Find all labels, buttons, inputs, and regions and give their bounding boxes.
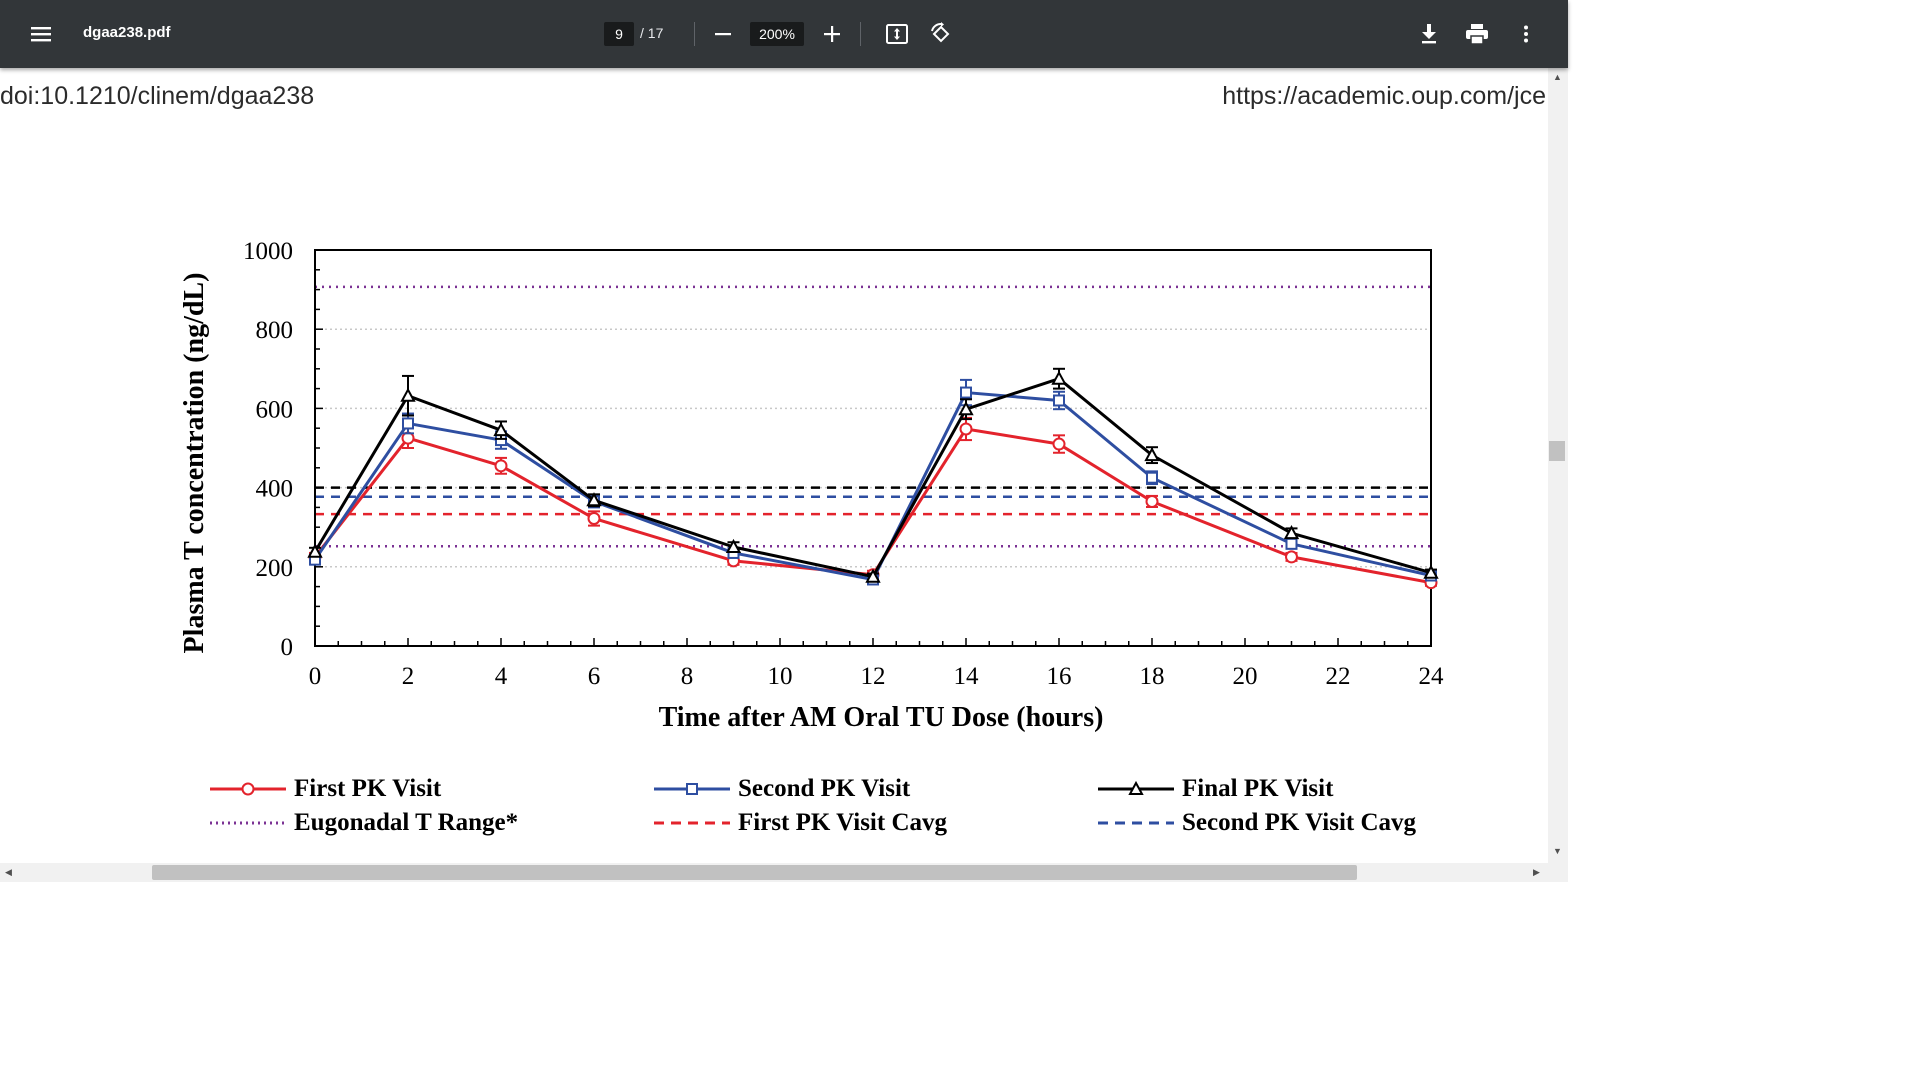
- toolbar-divider: [694, 22, 695, 46]
- download-icon: [1422, 24, 1436, 44]
- x-tick-label: 4: [495, 663, 508, 690]
- scroll-down-arrow[interactable]: ▼: [1553, 846, 1562, 856]
- data-point: [1052, 437, 1066, 451]
- scroll-right-arrow[interactable]: ▶: [1533, 867, 1540, 877]
- data-point: [1145, 494, 1159, 508]
- more-vert-icon: [1524, 25, 1528, 43]
- data-point: [1144, 447, 1160, 462]
- data-point: [307, 543, 323, 558]
- download-button[interactable]: [1414, 20, 1444, 48]
- x-axis-label: Time after AM Oral TU Dose (hours): [659, 702, 1104, 733]
- data-point: [587, 511, 601, 525]
- x-tick-label: 18: [1140, 663, 1165, 690]
- series-line: [313, 391, 1432, 581]
- data-point: [400, 387, 416, 402]
- print-button[interactable]: [1462, 20, 1492, 48]
- data-point: [1283, 525, 1300, 540]
- zoom-out-button[interactable]: [710, 22, 736, 46]
- y-axis-label: Plasma T concentration (ng/dL): [179, 273, 210, 654]
- y-tick-label: 0: [281, 634, 294, 661]
- data-point: [402, 417, 414, 430]
- pk-chart: 0 2 4 6 8 10 12 14 16 18 20 22 2402004006008001000Ti…: [179, 238, 1445, 733]
- doi-header: doi:10.1210/clinem/dgaa238: [0, 82, 315, 110]
- x-tick-label: 22: [1326, 663, 1351, 690]
- printer-icon: [1466, 24, 1488, 44]
- scroll-up-arrow[interactable]: ▲: [1553, 72, 1562, 82]
- rotate-button[interactable]: [926, 20, 956, 48]
- scroll-left-arrow[interactable]: ◀: [5, 867, 12, 877]
- data-point: [1051, 370, 1067, 385]
- data-point: [1285, 550, 1298, 564]
- document-title: dgaa238.pdf: [83, 24, 171, 41]
- pdf-toolbar: dgaa238.pdf 9 / 17 200%: [0, 0, 1568, 68]
- data-point: [725, 538, 742, 553]
- series-2: [309, 378, 1437, 586]
- data-point: [960, 386, 972, 399]
- x-tick-label: 6: [588, 663, 601, 690]
- plot-frame: [314, 249, 1432, 647]
- series-line: [313, 427, 1432, 585]
- y-tick-label: 800: [256, 317, 294, 344]
- more-options-button[interactable]: [1512, 20, 1540, 48]
- menu-icon[interactable]: [24, 18, 58, 50]
- data-point: [1053, 394, 1065, 407]
- fit-to-page-button[interactable]: [882, 20, 912, 48]
- y-tick-label: 200: [256, 555, 294, 582]
- x-tick-label: 10: [768, 663, 793, 690]
- x-tick-label: 20: [1233, 663, 1258, 690]
- vertical-scrollbar-thumb[interactable]: [1549, 441, 1565, 461]
- x-tick-label: 0: [309, 663, 322, 690]
- horizontal-scrollbar-thumb[interactable]: [152, 865, 1357, 880]
- data-point: [1285, 537, 1298, 550]
- page-total: / 17: [640, 25, 664, 41]
- pdf-page: doi:10.1210/clinem/dgaa238 https://acade…: [0, 68, 1548, 863]
- data-point: [865, 568, 881, 583]
- data-point: [1423, 564, 1439, 579]
- toolbar-divider: [860, 22, 861, 46]
- x-tick-label: 8: [681, 663, 694, 690]
- x-tick-label: 12: [861, 663, 886, 690]
- data-point: [586, 492, 602, 507]
- minus-icon: [715, 33, 731, 36]
- zoom-in-button[interactable]: [819, 22, 845, 46]
- zoom-level-input[interactable]: 200%: [750, 22, 804, 46]
- rotate-icon: [931, 22, 950, 43]
- data-point: [958, 401, 974, 416]
- data-point: [1146, 471, 1158, 484]
- data-point: [493, 422, 509, 437]
- series-3: [307, 367, 1439, 583]
- data-point: [959, 422, 973, 436]
- series-1: [308, 416, 1438, 590]
- plus-icon: [824, 26, 840, 42]
- x-tick-label: 16: [1047, 663, 1072, 690]
- x-tick-label: 14: [954, 663, 980, 690]
- y-tick-label: 400: [256, 476, 294, 503]
- x-tick-label: 2: [402, 663, 415, 690]
- y-tick-label: 600: [256, 396, 294, 423]
- journal-url-header: https://academic.oup.com/jce: [1222, 82, 1546, 110]
- fit-page-icon: [886, 24, 908, 44]
- data-point: [494, 459, 508, 473]
- page-number-input[interactable]: 9: [604, 22, 634, 46]
- x-tick-label: 24: [1419, 663, 1445, 690]
- vertical-scrollbar[interactable]: [1548, 68, 1568, 863]
- y-tick-label: 1000: [243, 238, 293, 265]
